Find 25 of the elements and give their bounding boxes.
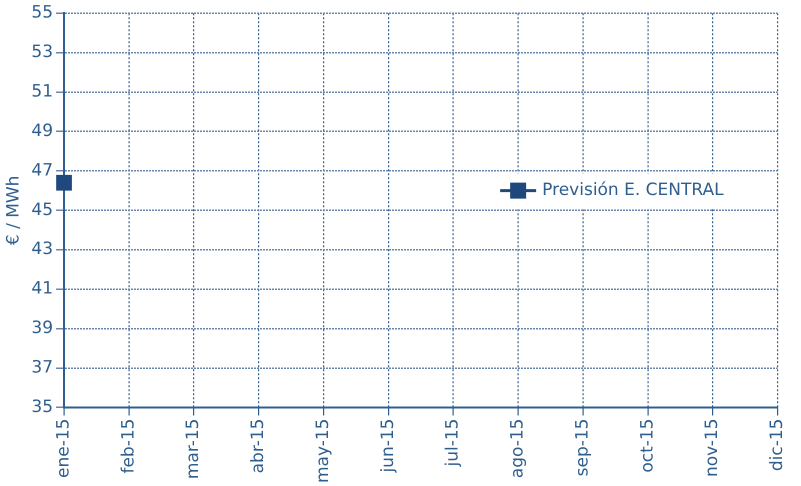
y-tick-label: 47 xyxy=(31,160,54,180)
y-tick-label: 41 xyxy=(31,278,54,299)
y-tick-label: 39 xyxy=(31,318,54,338)
y-tick-label: 51 xyxy=(31,81,54,102)
x-tick-label: feb-15 xyxy=(118,418,138,474)
y-tick-label: 37 xyxy=(31,357,54,378)
y-tick-label: 55 xyxy=(31,2,54,23)
x-tick-label: sep-15 xyxy=(572,418,592,476)
x-tick-label: may-15 xyxy=(312,418,333,484)
y-tick-label: 43 xyxy=(31,239,54,260)
x-tick-label: mar-15 xyxy=(183,418,204,480)
x-tick-label: dic-15 xyxy=(767,418,788,472)
legend-label: Previsión E. CENTRAL xyxy=(542,180,724,200)
y-tick-label: 49 xyxy=(31,120,54,141)
x-tick-label: ago-15 xyxy=(508,418,528,478)
x-tick-label: nov-15 xyxy=(702,418,722,478)
y-tick-label: 53 xyxy=(31,42,54,62)
x-tick-label: oct-15 xyxy=(637,418,658,473)
x-tick-label: ene-15 xyxy=(53,418,74,478)
y-axis-title: € / MWh xyxy=(4,176,24,246)
y-tick-label: 35 xyxy=(31,396,54,417)
x-tick-label: jul-15 xyxy=(442,418,463,468)
x-tick-label: abr-15 xyxy=(248,418,268,474)
x-tick-label: jun-15 xyxy=(378,418,398,474)
y-tick-label: 45 xyxy=(31,200,54,220)
